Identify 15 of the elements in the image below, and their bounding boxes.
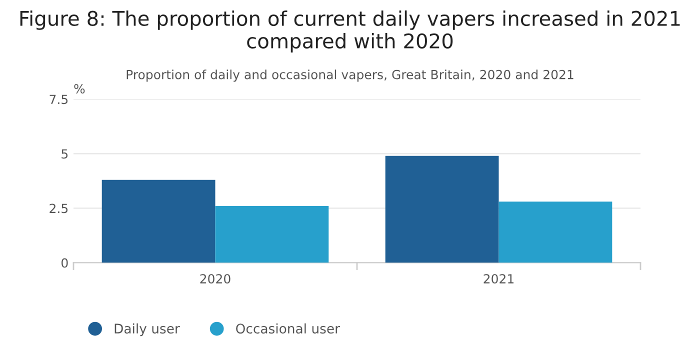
chart-title: Figure 8: The proportion of current daily vapers increased in 2021 compared with 2020 (20, 10, 680, 52)
chart-subtitle: Proportion of daily and occasional vapers, Great Britain, 2020 and 2021 (126, 70, 574, 82)
y-tick-label: 5 (62, 149, 68, 159)
bar (102, 180, 216, 263)
bar (215, 206, 329, 263)
y-tick-label: 2.5 (50, 204, 68, 214)
y-axis-title: % (74, 84, 85, 94)
bar (498, 202, 612, 263)
x-tick-label: 2020 (200, 274, 230, 284)
bar (385, 156, 499, 263)
legend-label: Occasional user (236, 323, 340, 334)
y-tick-label: 7.5 (50, 94, 68, 104)
x-tick-label: 2021 (484, 274, 514, 284)
y-tick-label: 0 (62, 258, 68, 268)
legend-label: Daily user (114, 323, 180, 336)
